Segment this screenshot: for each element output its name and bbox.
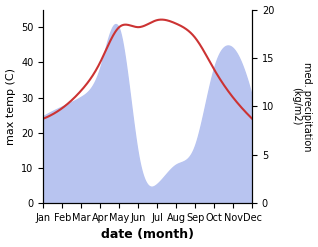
Y-axis label: med. precipitation
(kg/m2): med. precipitation (kg/m2) <box>291 62 313 151</box>
Y-axis label: max temp (C): max temp (C) <box>5 68 16 145</box>
X-axis label: date (month): date (month) <box>101 228 194 242</box>
